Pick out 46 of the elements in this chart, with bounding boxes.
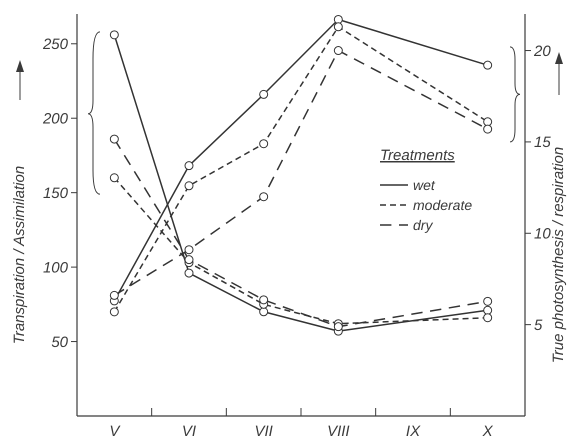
point: [483, 124, 492, 134]
point: [334, 46, 343, 56]
point: [110, 290, 119, 300]
point: [184, 161, 194, 170]
point: [110, 173, 119, 182]
point: [259, 139, 268, 148]
x-tick-label: X: [482, 423, 494, 440]
point: [334, 14, 343, 24]
point: [184, 255, 194, 264]
y-tick-label: 100: [42, 259, 69, 276]
point: [483, 117, 492, 126]
point: [184, 181, 194, 190]
y2-tick-label: 10: [534, 226, 552, 243]
point: [483, 60, 492, 70]
x-tick-label: V: [109, 423, 122, 440]
legend-label: wet: [413, 176, 436, 193]
x-tick-label: VIII: [327, 423, 350, 440]
legend-title: Treatments: [380, 147, 456, 164]
point: [259, 295, 268, 304]
legend-label: moderate: [413, 196, 472, 213]
y-tick-label: 150: [42, 184, 69, 202]
y-tick-label: 50: [51, 334, 69, 351]
point: [334, 322, 343, 332]
point: [334, 22, 343, 32]
y2-tick-label: 15: [534, 134, 552, 152]
point: [184, 245, 194, 254]
point: [110, 30, 119, 40]
point: [483, 306, 492, 315]
point: [259, 90, 268, 99]
point: [259, 307, 268, 316]
y2-tick-label: 20: [533, 42, 552, 60]
y-axis-title: Transpiration / Assimilation: [11, 166, 28, 344]
point: [259, 192, 268, 202]
y-tick-label: 250: [42, 36, 69, 54]
point: [483, 313, 492, 322]
x-tick-label: VII: [254, 423, 273, 440]
y2-tick-label: 5: [534, 316, 543, 334]
y-tick-label: 200: [42, 110, 69, 128]
point: [110, 134, 119, 144]
y2-axis-title: True photosynthesis / respiration: [550, 146, 567, 364]
x-tick-label: IX: [406, 423, 422, 440]
x-tick-label: VI: [182, 423, 196, 440]
point: [483, 296, 492, 306]
point: [110, 307, 119, 316]
point: [184, 268, 194, 278]
legend-label: dry: [413, 216, 434, 233]
